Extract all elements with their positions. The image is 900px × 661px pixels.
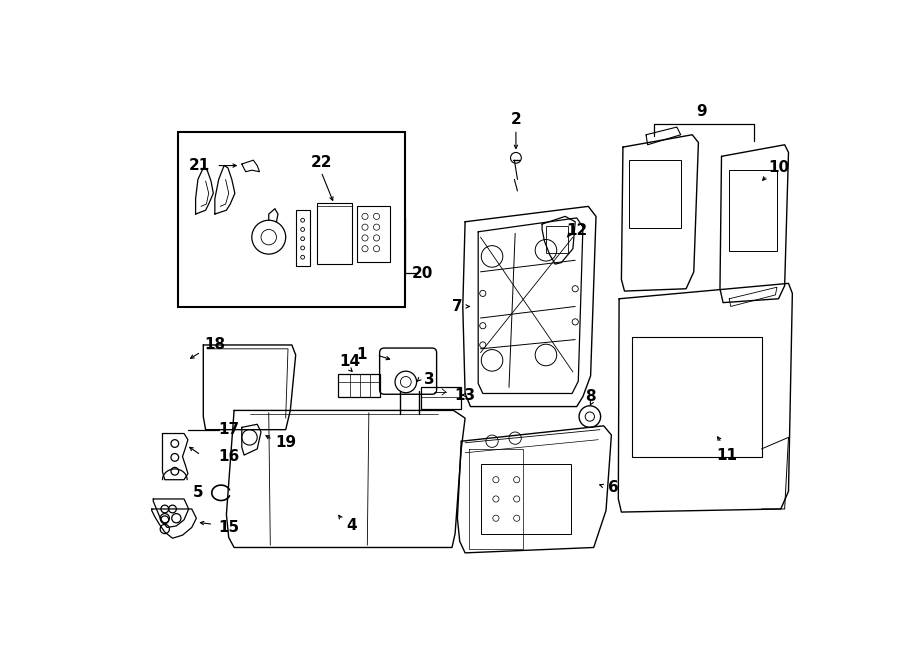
Bar: [318, 202, 352, 264]
Bar: [296, 210, 310, 266]
Text: 4: 4: [346, 518, 357, 533]
FancyBboxPatch shape: [380, 348, 436, 394]
Text: 3: 3: [424, 372, 434, 387]
Text: 21: 21: [189, 158, 210, 173]
Text: 8: 8: [585, 389, 596, 404]
Bar: [546, 225, 568, 253]
Bar: [629, 160, 681, 228]
Text: 6: 6: [608, 480, 619, 495]
Bar: [421, 387, 461, 409]
Text: 14: 14: [339, 354, 360, 369]
Text: 13: 13: [454, 387, 476, 403]
Bar: [338, 374, 381, 397]
Text: 2: 2: [510, 112, 521, 127]
Text: 22: 22: [310, 155, 332, 170]
Bar: [178, 132, 405, 307]
Text: 17: 17: [218, 422, 239, 437]
Text: 19: 19: [275, 435, 296, 450]
Text: 15: 15: [218, 520, 239, 535]
Text: 18: 18: [204, 338, 225, 352]
Text: 11: 11: [716, 447, 737, 463]
Text: 7: 7: [452, 299, 463, 314]
Text: 5: 5: [193, 485, 203, 500]
Text: 1: 1: [356, 348, 366, 362]
Text: 9: 9: [697, 104, 706, 119]
Text: 12: 12: [566, 223, 588, 238]
Bar: [481, 464, 572, 533]
Bar: [357, 206, 390, 262]
Bar: [729, 170, 777, 251]
Text: 10: 10: [768, 161, 789, 175]
Text: 20: 20: [412, 266, 434, 281]
Bar: [632, 337, 761, 457]
Text: 16: 16: [218, 449, 239, 464]
